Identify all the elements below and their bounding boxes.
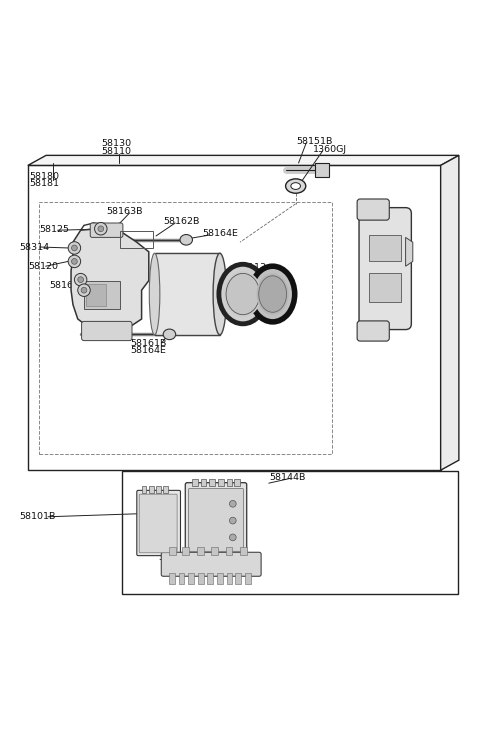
Circle shape [81, 287, 87, 293]
Bar [163, 486, 168, 493]
Bar [120, 231, 153, 248]
Ellipse shape [180, 235, 192, 245]
Bar [28, 165, 441, 470]
Bar [169, 573, 175, 584]
Bar [39, 203, 332, 454]
Ellipse shape [163, 329, 176, 340]
Bar [226, 547, 232, 555]
Text: 58163B: 58163B [49, 281, 85, 290]
Circle shape [74, 273, 87, 286]
Bar [197, 547, 204, 555]
Text: 58180: 58180 [30, 172, 60, 181]
Ellipse shape [259, 276, 287, 312]
Text: 58101B: 58101B [19, 512, 56, 521]
Circle shape [229, 501, 236, 507]
Text: 58125: 58125 [39, 225, 69, 233]
Bar [227, 573, 232, 584]
Ellipse shape [213, 253, 227, 335]
Polygon shape [441, 156, 459, 470]
Bar [198, 573, 204, 584]
Circle shape [95, 222, 107, 235]
Bar [369, 273, 401, 302]
Bar [155, 253, 220, 335]
Text: 1360GJ: 1360GJ [313, 145, 347, 153]
Bar [227, 479, 232, 486]
Circle shape [78, 277, 84, 283]
FancyBboxPatch shape [161, 552, 261, 576]
Ellipse shape [224, 271, 262, 317]
Bar [84, 280, 120, 310]
Bar [209, 479, 215, 486]
Text: 58164E: 58164E [203, 229, 239, 238]
Bar [245, 573, 251, 584]
FancyBboxPatch shape [185, 483, 247, 556]
Text: 58161B: 58161B [131, 338, 167, 347]
Bar [142, 486, 146, 493]
Text: 58144B: 58144B [270, 473, 306, 482]
Bar [192, 479, 198, 486]
Bar [201, 479, 206, 486]
FancyBboxPatch shape [357, 199, 389, 220]
Bar [235, 573, 241, 584]
Bar [149, 486, 154, 493]
Text: 58112: 58112 [148, 289, 178, 299]
Bar [86, 284, 106, 305]
Bar [188, 573, 194, 584]
Text: 58130: 58130 [101, 139, 131, 148]
Text: 58314: 58314 [19, 242, 49, 252]
FancyBboxPatch shape [90, 223, 123, 237]
Text: 58163B: 58163B [107, 208, 143, 217]
Ellipse shape [251, 266, 295, 322]
Circle shape [229, 534, 236, 541]
Bar [179, 573, 184, 584]
Bar [315, 164, 329, 177]
FancyBboxPatch shape [137, 490, 180, 556]
Circle shape [98, 226, 104, 232]
Circle shape [72, 258, 77, 264]
FancyBboxPatch shape [357, 321, 389, 341]
FancyBboxPatch shape [189, 488, 243, 551]
Text: 58114A: 58114A [249, 272, 285, 280]
Circle shape [72, 245, 77, 251]
Bar [207, 573, 213, 584]
Text: 58110: 58110 [101, 147, 131, 156]
Polygon shape [406, 237, 413, 266]
Bar [169, 547, 176, 555]
Polygon shape [71, 228, 149, 331]
Circle shape [68, 255, 81, 268]
Bar [156, 486, 161, 493]
Circle shape [68, 241, 81, 254]
Ellipse shape [167, 332, 172, 337]
Ellipse shape [183, 237, 189, 242]
Bar [218, 479, 224, 486]
Bar [369, 235, 401, 261]
FancyBboxPatch shape [82, 321, 132, 341]
Bar [122, 471, 458, 594]
Ellipse shape [219, 264, 267, 324]
Text: 58120: 58120 [28, 262, 58, 271]
Bar [240, 547, 247, 555]
Text: 58151B: 58151B [297, 137, 333, 146]
Text: 58113: 58113 [236, 264, 266, 272]
Circle shape [229, 517, 236, 524]
Bar [211, 547, 218, 555]
Text: 58181: 58181 [30, 179, 60, 188]
Circle shape [78, 284, 90, 297]
Text: 58164E: 58164E [131, 346, 167, 355]
Text: 58162B: 58162B [163, 217, 200, 226]
Bar [217, 573, 223, 584]
Ellipse shape [149, 253, 160, 335]
Bar [182, 547, 189, 555]
Bar [234, 479, 240, 486]
Ellipse shape [226, 273, 260, 315]
FancyBboxPatch shape [359, 208, 411, 330]
Polygon shape [28, 156, 459, 165]
Ellipse shape [291, 183, 300, 189]
Ellipse shape [257, 273, 289, 315]
Ellipse shape [286, 179, 306, 193]
FancyBboxPatch shape [139, 494, 177, 553]
Text: 58144B: 58144B [158, 553, 195, 562]
